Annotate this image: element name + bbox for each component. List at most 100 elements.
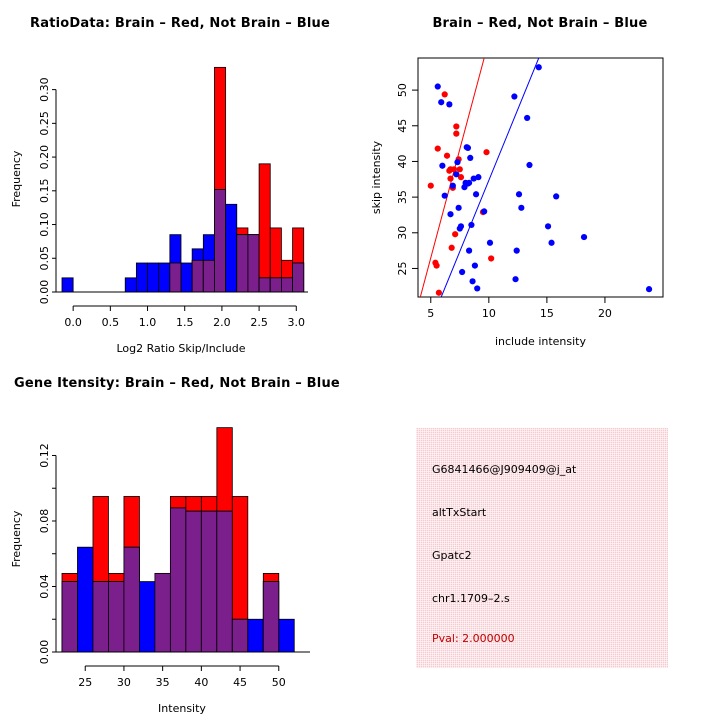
scatter-point bbox=[448, 244, 455, 251]
y-tick-label: 0.08 bbox=[38, 509, 51, 533]
scatter-point bbox=[483, 149, 490, 156]
x-tick-label: 15 bbox=[540, 307, 554, 320]
scatter-point bbox=[512, 276, 519, 283]
hist-bar-blue bbox=[61, 277, 74, 293]
scatter-point bbox=[447, 175, 454, 182]
gene-histogram-panel: Gene Itensity: Brain – Red, Not Brain – … bbox=[0, 360, 360, 720]
y-axis-label: skip intensity bbox=[370, 140, 383, 214]
scatter-point bbox=[515, 191, 523, 198]
gene-histogram-title: Gene Itensity: Brain – Red, Not Brain – … bbox=[14, 376, 340, 391]
x-axis-label: Log2 Ratio Skip/Include bbox=[116, 342, 245, 355]
hist-bar-overlap bbox=[292, 262, 305, 293]
hist-bar-blue bbox=[278, 618, 295, 653]
scatter-point bbox=[481, 208, 488, 215]
info-gene-symbol: Gpatc2 bbox=[432, 549, 472, 562]
y-tick-label: 0.00 bbox=[38, 640, 51, 665]
x-tick-label: 1.5 bbox=[176, 316, 194, 329]
scatter-point bbox=[457, 174, 465, 181]
scatter-point bbox=[434, 145, 441, 152]
hist-bar-blue bbox=[124, 277, 137, 293]
hist-bar-overlap bbox=[231, 618, 249, 653]
plot-box bbox=[417, 57, 664, 298]
scatter-point bbox=[459, 268, 466, 276]
gene-histogram-plot: 0.00 0.04 0.08 0.12 25 30 35 40 45 50 Intensity Fre… bbox=[10, 427, 310, 715]
hist-bar-overlap bbox=[185, 510, 202, 653]
hist-bar-overlap bbox=[214, 189, 227, 293]
scatter-point bbox=[438, 99, 445, 106]
scatter-point bbox=[453, 171, 460, 178]
scatter-point bbox=[443, 152, 451, 159]
ratio-histogram-title: RatioData: Brain – Red, Not Brain – Blue bbox=[30, 16, 330, 31]
x-axis-label: include intensity bbox=[495, 335, 587, 348]
x-tick-label: 3.0 bbox=[288, 316, 306, 329]
scatter-point bbox=[456, 166, 463, 173]
scatter-point bbox=[511, 93, 518, 100]
scatter-point bbox=[488, 255, 495, 262]
scatter-point bbox=[441, 91, 448, 98]
scatter-point bbox=[452, 231, 459, 238]
scatter-point bbox=[454, 159, 461, 166]
x-tick-label: 10 bbox=[482, 307, 496, 320]
hist-bar-overlap bbox=[108, 581, 125, 653]
scatter-point bbox=[439, 162, 446, 169]
y-tick-label: 40 bbox=[396, 154, 409, 168]
scatter-point bbox=[468, 221, 475, 229]
y-tick-label: 0.04 bbox=[38, 574, 51, 599]
scatter-point bbox=[453, 123, 460, 130]
x-tick-label: 1.0 bbox=[139, 316, 157, 329]
info-pval: Pval: 2.000000 bbox=[432, 632, 515, 645]
hist-bar-blue bbox=[158, 262, 171, 293]
x-tick-label: 20 bbox=[598, 307, 612, 320]
y-tick-label: 45 bbox=[396, 119, 409, 133]
scatter-point bbox=[526, 161, 533, 169]
scatter-point bbox=[645, 286, 653, 293]
info-locus: chr1.1709–2.s bbox=[432, 592, 510, 605]
hist-bar-blue bbox=[225, 203, 238, 293]
scatter-point bbox=[524, 114, 531, 122]
hist-bar-red bbox=[258, 163, 271, 293]
ratio-histogram-panel: RatioData: Brain – Red, Not Brain – Blue… bbox=[0, 0, 360, 360]
hist-bar-overlap bbox=[191, 259, 204, 293]
hist-bar-overlap bbox=[258, 277, 271, 293]
y-tick-label: 0.05 bbox=[38, 246, 51, 271]
scatter-point bbox=[518, 204, 525, 211]
x-tick-label: 0.5 bbox=[102, 316, 120, 329]
hist-bar-overlap bbox=[92, 581, 109, 653]
scatter-point bbox=[433, 262, 440, 269]
ratio-histogram-plot: 0.00 0.05 0.10 0.15 0.20 0.25 0.30 0.0 0.5 1.0 1.5… bbox=[10, 66, 308, 355]
scatter-point bbox=[471, 262, 478, 269]
scatter-panel: Brain – Red, Not Brain – Blue 25 30 35 40 45… bbox=[360, 0, 720, 360]
y-tick-label: 0.12 bbox=[38, 443, 51, 468]
y-tick-label: 0.00 bbox=[38, 280, 51, 305]
y-tick-label: 0.25 bbox=[38, 111, 51, 136]
hist-bar-overlap bbox=[123, 546, 140, 653]
x-tick-label: 50 bbox=[272, 676, 286, 689]
y-tick-label: 0.20 bbox=[38, 145, 51, 170]
regression-line-not-brain-fit bbox=[440, 58, 540, 297]
hist-bar-overlap bbox=[236, 234, 249, 293]
scatter-point bbox=[465, 247, 473, 254]
scatter-point bbox=[450, 166, 458, 173]
x-tick-label: 30 bbox=[117, 676, 131, 689]
y-tick-label: 0.10 bbox=[38, 212, 51, 237]
scatter-point bbox=[435, 289, 443, 296]
scatter-point bbox=[434, 83, 441, 90]
hist-bar-overlap bbox=[169, 262, 182, 293]
y-tick-label: 25 bbox=[396, 261, 409, 275]
y-tick-label: 35 bbox=[396, 190, 409, 204]
hist-bar-overlap bbox=[262, 581, 280, 653]
info-probe-id: G6841466@J909409@j_at bbox=[432, 463, 577, 476]
x-tick-label: 40 bbox=[194, 676, 208, 689]
scatter-point bbox=[535, 64, 542, 71]
scatter-point bbox=[553, 193, 560, 200]
scatter-title: Brain – Red, Not Brain – Blue bbox=[432, 16, 648, 31]
info-event-type: altTxStart bbox=[432, 506, 487, 519]
scatter-point bbox=[580, 233, 588, 241]
y-tick-label: 50 bbox=[396, 83, 409, 97]
x-tick-label: 35 bbox=[156, 676, 170, 689]
hist-bar-overlap bbox=[154, 572, 171, 653]
y-tick-label: 30 bbox=[396, 226, 409, 240]
y-axis-label: Frequency bbox=[10, 150, 23, 207]
scatter-point bbox=[472, 191, 480, 198]
x-tick-label: 2.5 bbox=[250, 316, 268, 329]
